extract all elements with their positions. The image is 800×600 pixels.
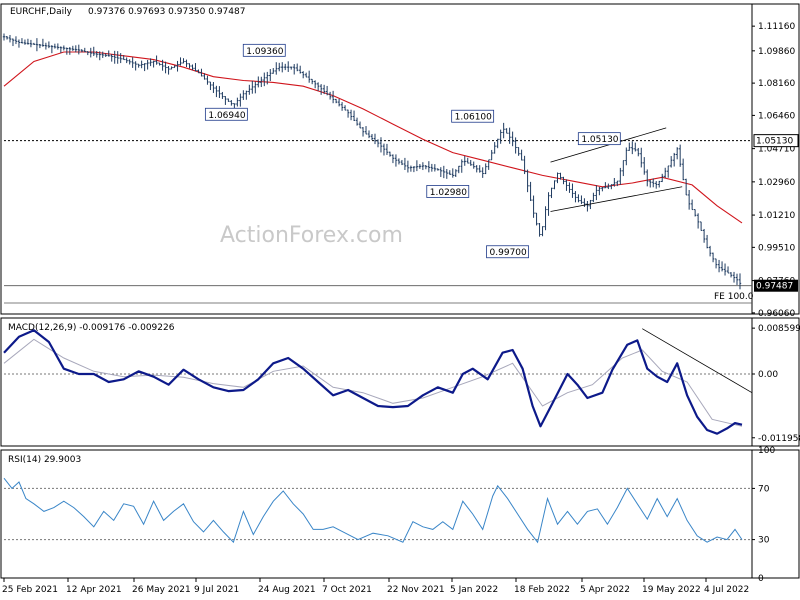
x-tick-label: 5 Apr 2022 <box>580 585 630 595</box>
y-tick-label: 1.08160 <box>758 79 795 89</box>
x-tick-label: 4 Jul 2022 <box>704 585 749 595</box>
y-tick-label: 0.00 <box>758 370 778 380</box>
y-tick-label: 70 <box>758 484 770 494</box>
macd-line <box>3 329 743 435</box>
panel-frame <box>0 317 800 447</box>
x-tick-label: 25 Feb 2021 <box>2 585 58 595</box>
y-tick-label: 1.11160 <box>758 22 795 32</box>
price-bars <box>2 33 742 290</box>
last-price-badge-ref <box>753 134 799 148</box>
x-tick-label: 24 Aug 2021 <box>258 585 316 595</box>
x-tick-label: 18 Feb 2022 <box>514 585 570 595</box>
x-tick-label: 9 Jul 2021 <box>194 585 239 595</box>
annotation-box <box>451 109 495 123</box>
moving-average-line <box>3 51 743 224</box>
annotation-label: 1.09360 <box>246 47 283 57</box>
panel-frame <box>0 449 800 579</box>
last-price-label: 0.97487 <box>756 282 793 292</box>
annotation-box <box>486 245 529 259</box>
x-tick-label: 5 Jan 2022 <box>450 585 498 595</box>
channel-line <box>550 186 683 212</box>
macd-title: MACD(12,26,9) -0.009176 -0.009226 <box>8 323 175 333</box>
annotation-box <box>577 132 621 146</box>
y-tick-label: 1.02960 <box>758 178 795 188</box>
annotation-label: 0.99700 <box>490 248 527 258</box>
x-axis: 25 Feb 2021 12 Apr 2021 26 May 2021 9 Jul 2… <box>2 578 749 595</box>
panel-frame <box>0 3 800 315</box>
y-tick-label: 100 <box>758 446 775 456</box>
rsi-title: RSI(14) 29.9003 <box>8 455 81 465</box>
annotation-label: 1.05130 <box>581 135 618 145</box>
y-tick-label: -0.011958 <box>758 434 800 444</box>
y-tick-label: 0.96060 <box>758 309 795 319</box>
signal-line <box>3 338 743 427</box>
x-tick-label: 19 May 2022 <box>642 585 701 595</box>
macd-trendline <box>642 328 753 394</box>
watermark: ActionForex.com <box>220 223 403 248</box>
chart-ohlc: 0.97376 0.97693 0.97350 0.97487 <box>88 7 245 17</box>
y-tick-label: 1.06460 <box>758 111 795 121</box>
y-tick-label: 1.01210 <box>758 211 795 221</box>
x-tick-label: 26 May 2021 <box>132 585 191 595</box>
x-tick-label: 12 Apr 2021 <box>66 585 122 595</box>
annotation-label: 1.02980 <box>430 188 467 198</box>
y-tick-label: 0.99510 <box>758 243 795 253</box>
y-tick-label: 1.04710 <box>758 145 795 155</box>
annotation-label: 1.06940 <box>208 111 245 121</box>
y-tick-label: 0.008599 <box>758 324 800 334</box>
rsi-line <box>3 477 743 544</box>
reference-price-label: 1.05130 <box>756 137 793 147</box>
y-tick-label: 30 <box>758 536 770 546</box>
chart-symbol: EURCHF,Daily <box>10 7 73 17</box>
annotation-box <box>242 43 286 57</box>
macd-panel: MACD(12,26,9) -0.009176 -0.009226 0.00859… <box>3 323 800 444</box>
price-panel: EURCHF,Daily 0.97376 0.97693 0.97350 0.9… <box>2 7 799 319</box>
x-tick-label: 7 Oct 2021 <box>322 585 372 595</box>
annotation-label: 1.06100 <box>455 113 492 123</box>
x-tick-label: 22 Nov 2021 <box>387 585 445 595</box>
annotation-box <box>204 107 248 121</box>
y-tick-label: 1.09860 <box>758 47 795 57</box>
panel-frames <box>0 3 800 579</box>
last-price-badge <box>754 279 798 292</box>
rsi-panel: RSI(14) 29.9003 100 70 30 0 <box>3 446 775 584</box>
fe-label: FE 100.0 <box>714 292 754 302</box>
annotation-box <box>426 185 470 198</box>
y-tick-label: 0 <box>758 574 764 584</box>
